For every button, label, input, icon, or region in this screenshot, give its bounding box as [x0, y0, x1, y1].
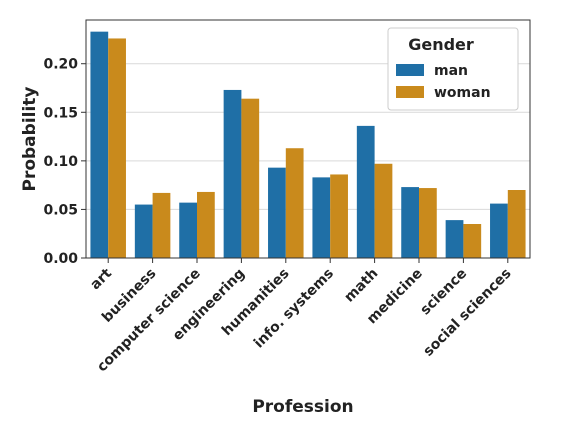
legend-swatch-man [396, 64, 424, 76]
y-tick-label: 0.15 [43, 105, 78, 121]
y-axis-ticks: 0.00 0.05 0.10 0.15 0.20 [43, 57, 86, 267]
bar-woman [285, 148, 304, 258]
y-axis-label: Probability [20, 86, 40, 191]
y-tick-label: 0.10 [43, 154, 78, 170]
bar-man [90, 31, 109, 259]
legend-swatch-woman [396, 86, 424, 98]
bar-man [356, 125, 375, 258]
y-tick-label: 0.20 [43, 57, 78, 73]
bar-woman [419, 188, 437, 258]
bar-man [312, 177, 331, 258]
bar-man [134, 204, 153, 258]
bar-woman [108, 38, 126, 259]
bar-woman [463, 224, 482, 258]
bar-man [268, 167, 286, 258]
x-tick-label: social sciences [420, 266, 514, 360]
legend-title: Gender [408, 35, 474, 54]
x-tick-label: info. systems [251, 266, 337, 352]
bar-woman [507, 190, 526, 258]
bar-man [401, 187, 419, 258]
plot-frame [85, 19, 531, 259]
x-tick-label: math [341, 266, 381, 306]
bar-woman [152, 192, 171, 258]
bar-man [445, 220, 464, 258]
y-tick-label: 0.05 [43, 202, 78, 218]
legend: Gender man woman [387, 27, 519, 111]
bar-woman [197, 191, 215, 258]
bar-man [223, 89, 242, 258]
legend-label-man: man [434, 63, 468, 79]
x-tick-label: art [87, 265, 115, 293]
bar-man [179, 202, 197, 258]
legend-items: man woman [396, 63, 491, 101]
x-axis-label: Profession [252, 397, 353, 417]
bar-woman [241, 98, 260, 258]
bar-woman [374, 163, 393, 258]
bars [90, 31, 526, 259]
legend-label-woman: woman [434, 85, 491, 101]
bar-man [490, 203, 508, 258]
bar-woman [330, 174, 348, 258]
y-tick-label: 0.00 [43, 251, 78, 267]
